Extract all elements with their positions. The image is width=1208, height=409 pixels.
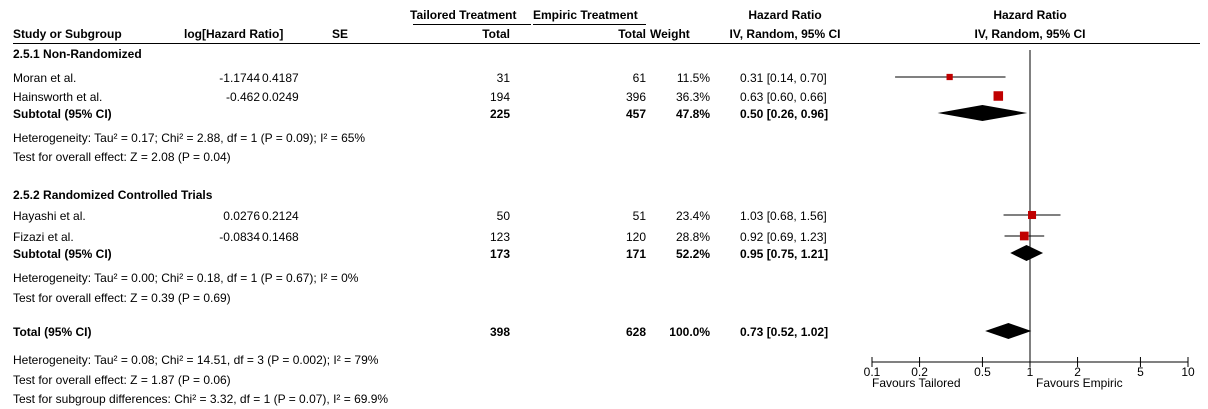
study-se: 0.2124: [262, 209, 299, 223]
header-bottom-line: [13, 43, 1200, 44]
study-loghr: -1.1744: [219, 71, 260, 85]
study-marker: [993, 91, 1004, 101]
group-title: 2.5.1 Non-Randomized: [13, 47, 142, 61]
subtotal-ci: 0.50 [0.26, 0.96]: [740, 107, 829, 121]
subtotal-total-empiric: 457: [625, 107, 646, 121]
total-total-empiric: 628: [625, 325, 646, 339]
total-label: Total (95% CI): [13, 325, 92, 339]
col-plot-ci: IV, Random, 95% CI: [974, 27, 1086, 41]
study-name: Hayashi et al.: [13, 209, 86, 223]
subtotal-weight: 52.2%: [675, 247, 710, 261]
heterogeneity-text: Heterogeneity: Tau² = 0.17; Chi² = 2.88,…: [13, 131, 366, 145]
study-weight: 11.5%: [676, 71, 710, 85]
x-tick-label: 0.1: [864, 365, 881, 379]
study-ci: 0.92 [0.69, 1.23]: [740, 230, 827, 244]
header-divider-left: [413, 24, 531, 25]
study-total-tailored: 194: [489, 90, 510, 104]
study-ci: 0.63 [0.60, 0.66]: [740, 90, 827, 104]
overall-effect-text: Test for overall effect: Z = 0.39 (P = 0…: [13, 291, 231, 305]
study-total-empiric: 61: [632, 71, 646, 85]
col-se: SE: [332, 27, 349, 41]
subtotal-label: Subtotal (95% CI): [13, 107, 112, 121]
col-loghr: log[Hazard Ratio]: [184, 27, 284, 41]
col-study: Study or Subgroup: [13, 27, 122, 41]
x-tick-label: 5: [1137, 365, 1144, 379]
study-total-tailored: 50: [496, 209, 510, 223]
study-se: 0.4187: [262, 71, 299, 85]
total-overall-effect-text: Test for overall effect: Z = 1.87 (P = 0…: [13, 373, 231, 387]
x-tick-label: 0.2: [911, 365, 928, 379]
x-tick-label: 10: [1181, 365, 1195, 379]
study-loghr: -0.462: [225, 90, 260, 104]
study-se: 0.0249: [262, 90, 299, 104]
total-heterogeneity-text: Heterogeneity: Tau² = 0.08; Chi² = 14.51…: [13, 353, 379, 367]
subgroup-differences-text: Test for subgroup differences: Chi² = 3.…: [13, 392, 389, 406]
total-ci: 0.73 [0.52, 1.02]: [740, 325, 829, 339]
study-total-tailored: 31: [496, 71, 510, 85]
study-marker: [1019, 231, 1029, 241]
col-weight: Weight: [650, 27, 690, 41]
study-total-empiric: 120: [625, 230, 646, 244]
subtotal-total-empiric: 171: [625, 247, 646, 261]
heterogeneity-text: Heterogeneity: Tau² = 0.00; Chi² = 0.18,…: [13, 271, 359, 285]
study-name: Hainsworth et al.: [13, 90, 103, 104]
subtotal-weight: 47.8%: [675, 107, 710, 121]
group-header-tailored: Tailored Treatment: [410, 8, 517, 22]
group-header-empiric: Empiric Treatment: [533, 8, 638, 22]
total-total-tailored: 398: [489, 325, 510, 339]
subtotal-total-tailored: 173: [489, 247, 510, 261]
study-loghr: -0.0834: [219, 230, 260, 244]
study-loghr: 0.0276: [223, 209, 260, 223]
study-name: Fizazi et al.: [13, 230, 74, 244]
study-weight: 36.3%: [675, 90, 710, 104]
study-weight: 23.4%: [675, 209, 710, 223]
favours-tailored-label: Favours Tailored: [872, 376, 961, 390]
study-marker: [1028, 210, 1037, 220]
study-weight: 28.8%: [675, 230, 710, 244]
study-ci: 1.03 [0.68, 1.56]: [740, 209, 827, 223]
hr-header-top: Hazard Ratio: [748, 8, 822, 22]
subtotal-total-tailored: 225: [489, 107, 510, 121]
plot-header-top: Hazard Ratio: [993, 8, 1067, 22]
subtotal-label: Subtotal (95% CI): [13, 247, 112, 261]
pooled-diamond: [985, 323, 1032, 339]
overall-effect-text: Test for overall effect: Z = 2.08 (P = 0…: [13, 150, 231, 164]
col-hr-ci: IV, Random, 95% CI: [729, 27, 841, 41]
pooled-diamond: [1010, 245, 1044, 261]
x-tick-label: 0.5: [974, 365, 991, 379]
study-total-empiric: 396: [625, 90, 646, 104]
group-title: 2.5.2 Randomized Controlled Trials: [13, 188, 213, 202]
study-total-tailored: 123: [489, 230, 510, 244]
col-total-empiric: Total: [618, 27, 646, 41]
header-divider-right: [533, 24, 646, 25]
favours-empiric-label: Favours Empiric: [1036, 376, 1123, 390]
pooled-diamond: [937, 105, 1028, 121]
col-total-tailored: Total: [482, 27, 510, 41]
study-marker: [946, 73, 953, 81]
x-tick-label: 1: [1027, 365, 1034, 379]
x-tick-label: 2: [1074, 365, 1081, 379]
study-name: Moran et al.: [13, 71, 77, 85]
study-ci: 0.31 [0.14, 0.70]: [740, 71, 827, 85]
study-total-empiric: 51: [632, 209, 646, 223]
study-se: 0.1468: [262, 230, 299, 244]
total-weight: 100.0%: [669, 325, 710, 339]
subtotal-ci: 0.95 [0.75, 1.21]: [740, 247, 829, 261]
